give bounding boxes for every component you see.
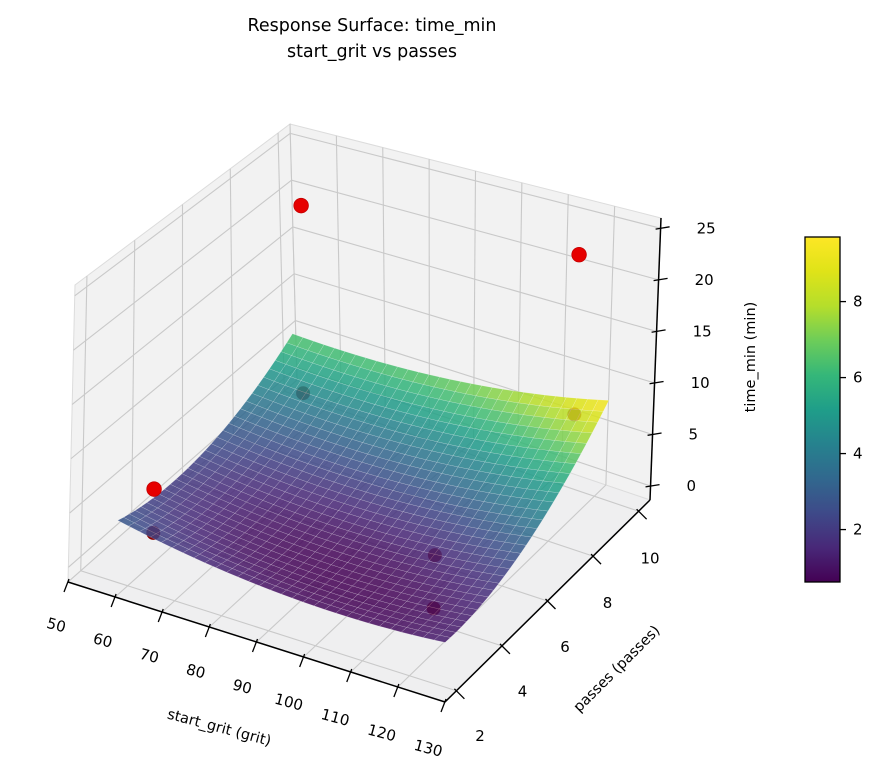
z-tick-label: 20 xyxy=(695,271,714,289)
surface-face xyxy=(455,613,473,622)
grid-z-left xyxy=(70,273,295,460)
y-tick-mark xyxy=(499,643,511,655)
z-tick-mark xyxy=(653,277,668,282)
x-tick-label: 90 xyxy=(231,676,254,698)
z-tick-label: 5 xyxy=(689,426,699,444)
colorbar-tick-label: 4 xyxy=(853,445,863,463)
x-tick-label: 130 xyxy=(412,736,444,761)
surface-face xyxy=(487,574,505,584)
surface-mesh xyxy=(117,333,610,643)
x-tick-label: 110 xyxy=(319,705,351,730)
y-tick-mark xyxy=(453,688,465,700)
y-axis-label: passes (passes) xyxy=(571,623,664,716)
z-tick-mark xyxy=(649,380,664,385)
x-tick-label: 100 xyxy=(273,690,305,715)
surface-face xyxy=(477,588,494,598)
colorbar: 2 4 6 8 xyxy=(804,236,863,583)
data-point-observed xyxy=(146,481,162,497)
x-tick-label: 70 xyxy=(138,645,161,667)
grid-y-wall xyxy=(131,240,136,526)
y-tick-mark xyxy=(636,508,648,520)
y-tick-mark xyxy=(545,598,556,610)
plot-title-line1: Response Surface: time_min xyxy=(247,16,497,36)
grid-z-left xyxy=(74,132,291,297)
surface-face xyxy=(466,601,483,610)
grid-z-right xyxy=(290,132,661,229)
grid-z-left xyxy=(73,179,292,351)
grid-z-right xyxy=(292,226,657,332)
grid-x-wall xyxy=(605,206,616,486)
z-tick-label: 15 xyxy=(693,322,712,340)
surface-face xyxy=(553,472,571,484)
plot-title-line2: start_grit vs passes xyxy=(286,42,458,62)
x-tick-mark xyxy=(393,683,400,698)
x-axis-label: start_grit (grit) xyxy=(165,707,272,750)
x-tick-mark xyxy=(204,623,211,638)
x-tick-mark xyxy=(299,653,306,668)
grid-z-left xyxy=(69,320,296,514)
y-tick-label: 10 xyxy=(640,549,659,567)
surface-face xyxy=(575,431,593,444)
data-point-observed xyxy=(293,197,309,214)
grid-z-right xyxy=(293,273,655,384)
x-tick-mark xyxy=(63,578,70,593)
grid-y-wall xyxy=(229,168,234,437)
colorbar-tick-label: 8 xyxy=(853,293,863,311)
colorbar-tick-label: 2 xyxy=(853,521,863,539)
x-tick-label: 60 xyxy=(91,629,114,651)
x-tick-label: 50 xyxy=(45,614,68,636)
grid-z-right xyxy=(291,179,659,281)
front-data-points xyxy=(146,197,587,497)
y-tick-mark xyxy=(590,553,602,565)
surface-face xyxy=(564,452,582,464)
x-tick-mark xyxy=(440,698,447,713)
grid-y-floor xyxy=(80,570,457,692)
x-tick-mark xyxy=(251,638,259,653)
colorbar-gradient xyxy=(804,236,841,583)
x-tick-mark xyxy=(110,593,117,608)
colorbar-tick-label: 6 xyxy=(853,369,863,387)
z-tick-label: 0 xyxy=(687,477,697,495)
surface-face xyxy=(526,518,543,529)
grid-z-left xyxy=(71,226,294,405)
y-tick-label: 8 xyxy=(603,594,613,612)
plot-title: Response Surface: time_min start_grit vs… xyxy=(0,13,744,65)
y-tick-label: 4 xyxy=(518,683,528,701)
surface-face xyxy=(439,629,457,638)
surface-face xyxy=(450,619,467,628)
z-axis-label: time_min (min) xyxy=(743,302,759,413)
z-tick-label: 25 xyxy=(697,219,716,237)
x-tick-mark xyxy=(346,668,353,683)
surface-face xyxy=(592,399,610,412)
x-tick-label: 80 xyxy=(184,660,207,682)
data-point-observed xyxy=(571,246,587,263)
surface-face xyxy=(586,410,604,423)
z-tick-label: 10 xyxy=(691,374,710,392)
surface-face xyxy=(471,594,489,604)
z-axis-spine xyxy=(649,217,662,501)
z-tick-mark xyxy=(647,432,662,436)
surface-face xyxy=(581,421,598,434)
z-tick-mark xyxy=(655,226,670,230)
x-tick-label: 120 xyxy=(366,721,398,746)
grid-y-wall xyxy=(80,276,88,571)
axis-spines-ticks xyxy=(63,217,670,713)
surface-face xyxy=(515,535,532,546)
y-tick-label: 2 xyxy=(475,727,485,745)
y-tick-label: 6 xyxy=(560,638,570,656)
grid-y-wall xyxy=(277,132,285,392)
surface-face xyxy=(559,462,576,474)
surface-face xyxy=(433,634,451,643)
z-tick-mark xyxy=(645,483,660,488)
z-tick-mark xyxy=(651,329,666,333)
x-tick-mark xyxy=(157,608,164,623)
